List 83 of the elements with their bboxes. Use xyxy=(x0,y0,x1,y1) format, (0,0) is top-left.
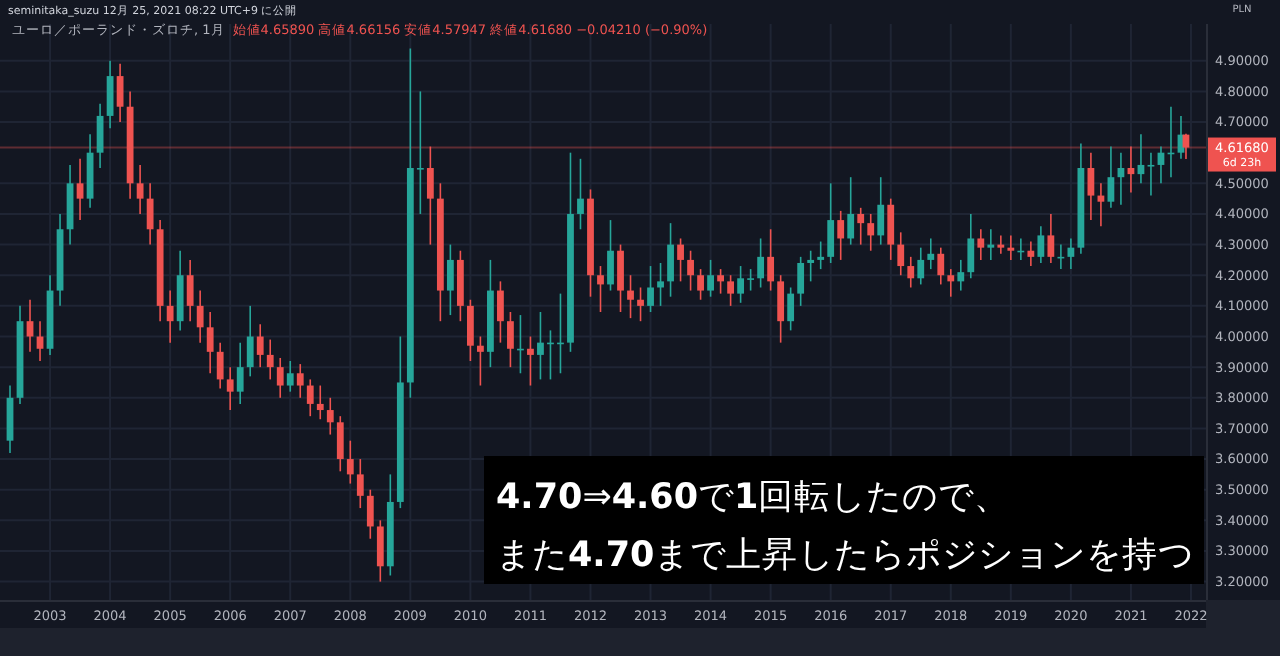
candlestick xyxy=(627,274,634,319)
candlestick xyxy=(26,298,34,353)
candlestick xyxy=(577,158,584,231)
candlestick xyxy=(366,488,374,540)
candlestick xyxy=(857,207,865,246)
candlestick xyxy=(877,176,885,246)
candlestick xyxy=(947,268,955,298)
candlestick xyxy=(727,274,735,307)
candlestick xyxy=(867,213,875,252)
candlestick xyxy=(1047,213,1055,264)
candlestick xyxy=(927,237,935,270)
candlestick xyxy=(897,231,905,277)
candlestick xyxy=(426,145,434,246)
candlestick xyxy=(807,249,815,283)
candlestick xyxy=(146,182,154,246)
candlestick xyxy=(246,305,254,378)
candlestick xyxy=(1147,151,1155,197)
candlestick xyxy=(226,366,234,411)
annotation: 4.70⇒4.60で1回転したので、 xyxy=(496,478,1011,518)
candlestick xyxy=(296,363,304,399)
candlestick xyxy=(997,234,1005,255)
candlestick xyxy=(286,360,294,393)
candlestick xyxy=(446,243,454,316)
candlestick xyxy=(617,243,624,313)
candlestick xyxy=(356,458,364,509)
candlestick xyxy=(166,289,174,344)
candlestick xyxy=(176,249,184,332)
candlestick xyxy=(687,249,694,292)
candlestick xyxy=(76,158,84,221)
candlestick xyxy=(346,439,354,485)
annotation: また4.70まで上昇したらポジションを持つ xyxy=(496,536,1195,576)
candlestick xyxy=(597,265,604,313)
candlestick xyxy=(887,197,895,261)
candlestick xyxy=(206,311,214,375)
candlestick xyxy=(1027,240,1035,267)
candlestick xyxy=(306,378,314,417)
candlestick xyxy=(967,213,975,280)
candlestick xyxy=(1107,145,1115,209)
candlestick xyxy=(1067,237,1075,270)
candlestick xyxy=(907,256,915,289)
candlestick xyxy=(236,341,244,405)
candlestick xyxy=(817,240,825,270)
candlestick xyxy=(707,259,714,298)
candlestick xyxy=(326,396,334,436)
candlestick xyxy=(647,265,654,313)
candlestick xyxy=(456,249,464,322)
candlestick xyxy=(937,246,945,286)
candlestick xyxy=(667,222,674,298)
candlestick xyxy=(266,338,274,381)
candlestick xyxy=(917,246,925,286)
candlestick xyxy=(767,228,775,292)
candlestick xyxy=(466,298,474,362)
candlestick xyxy=(316,384,324,421)
candlestick xyxy=(697,268,704,301)
candlestick xyxy=(607,219,614,292)
candlestick xyxy=(847,176,855,246)
candlestick xyxy=(527,335,534,387)
candlestick xyxy=(757,237,765,289)
candlestick xyxy=(136,164,144,215)
candlestick xyxy=(256,323,264,368)
candlestick xyxy=(787,286,795,332)
candlestick xyxy=(216,341,224,390)
candlestick xyxy=(186,259,194,322)
candlestick xyxy=(837,210,845,261)
candlestick xyxy=(797,256,805,307)
candlestick xyxy=(777,274,785,344)
candlestick xyxy=(497,280,504,344)
candlestick xyxy=(957,259,965,292)
candlestick xyxy=(477,335,484,387)
candlestick xyxy=(1007,234,1015,261)
candlestick xyxy=(507,311,514,368)
candlestick xyxy=(336,415,344,473)
candlestick xyxy=(1037,225,1045,264)
candlestick xyxy=(827,182,835,264)
candlestick xyxy=(677,237,684,283)
candlestick xyxy=(657,262,664,307)
candlestick xyxy=(276,357,284,399)
candlestick xyxy=(717,268,724,295)
candlestick xyxy=(376,519,384,583)
candlestick xyxy=(637,286,644,322)
candlestick xyxy=(196,289,204,344)
candlestick xyxy=(987,228,995,261)
candlestick xyxy=(977,228,985,261)
